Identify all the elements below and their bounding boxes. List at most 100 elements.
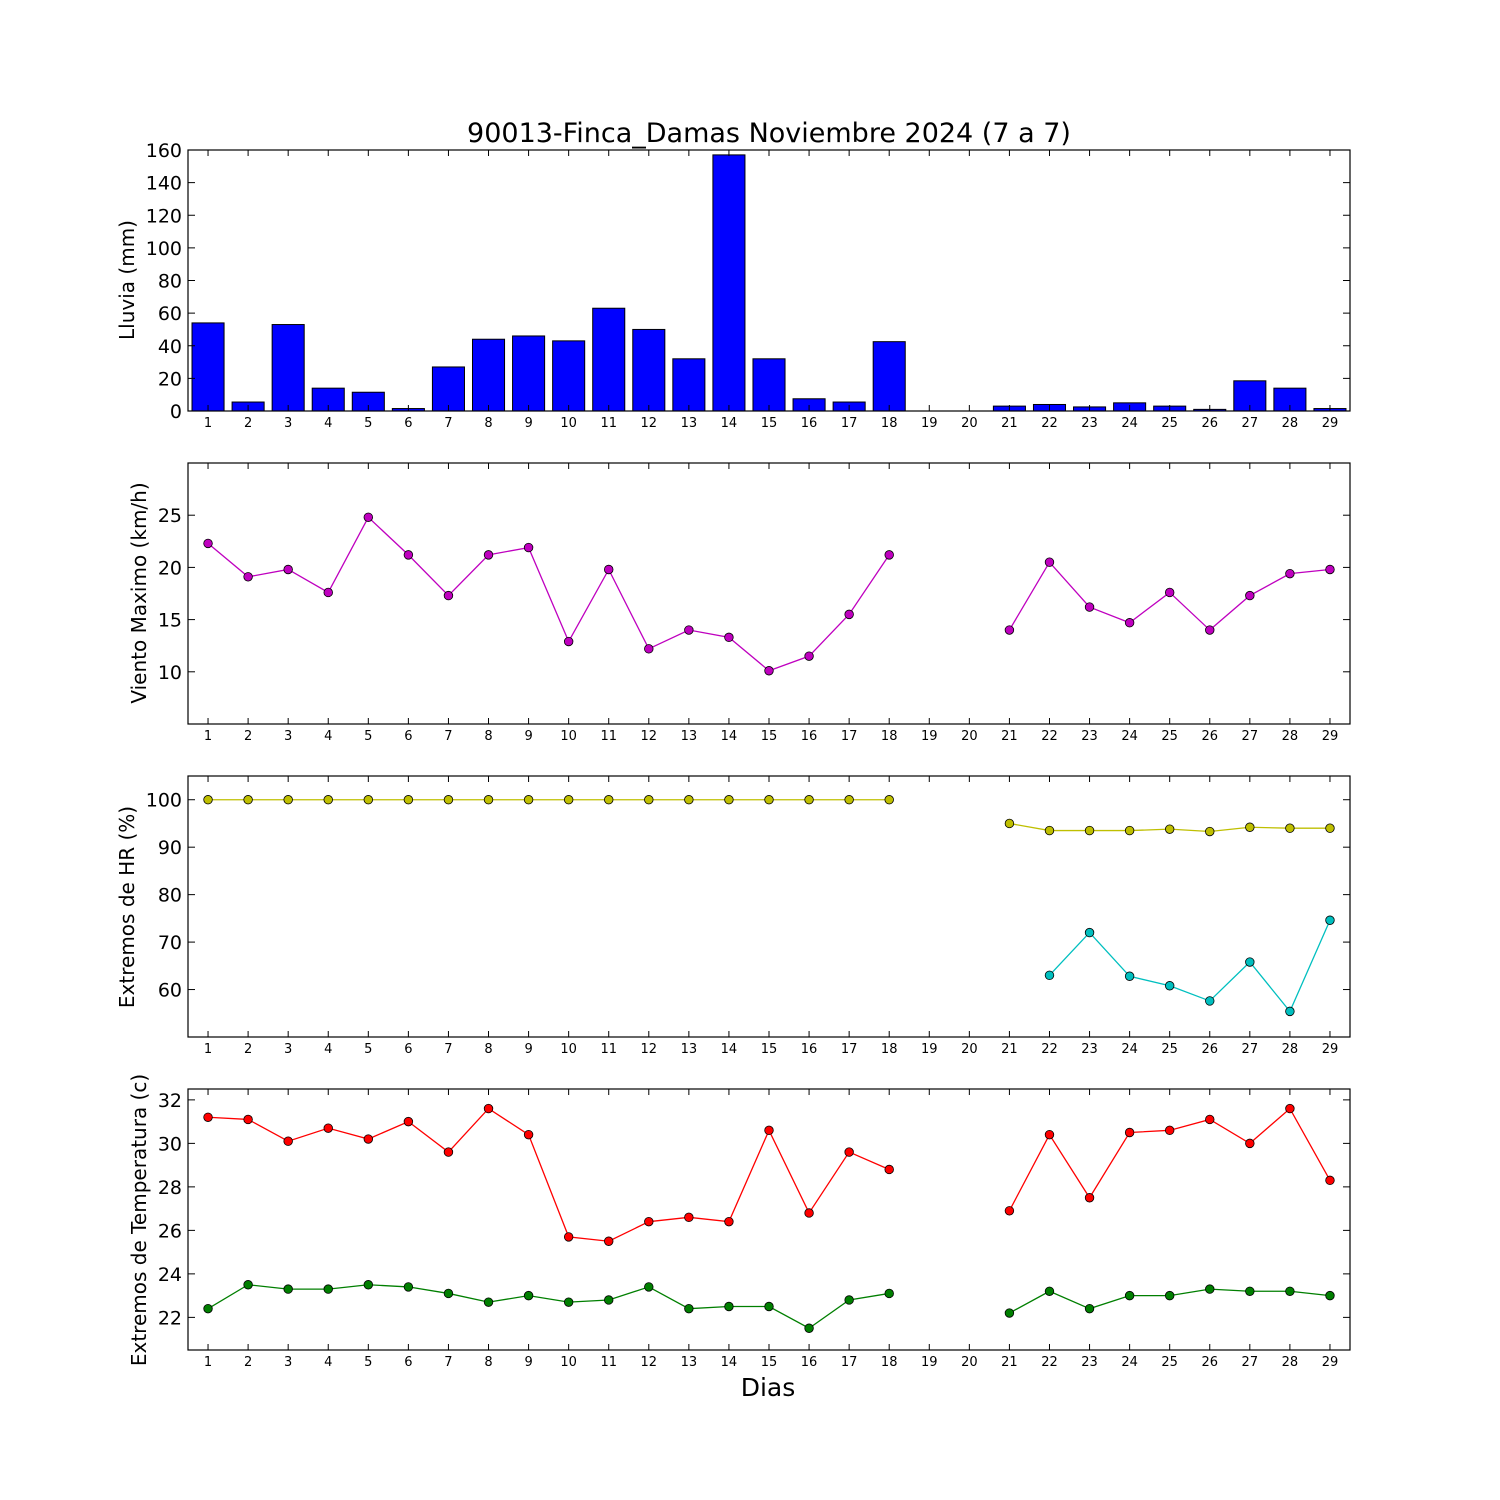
temperature-series-1-point-21 <box>1004 1206 1015 1216</box>
temperature-xtick-label-17: 17 <box>841 1355 858 1370</box>
wind-series-1-point-21 <box>1004 625 1015 635</box>
wind-series-1-point-28 <box>1285 568 1295 579</box>
humidity-xtick-label-12: 12 <box>641 1042 658 1057</box>
wind-series-1-point-9 <box>523 542 534 553</box>
temperature-series-1-point-29 <box>1325 1175 1335 1186</box>
temperature-xtick-label-26: 26 <box>1201 1355 1218 1370</box>
humidity-ytick-label-90: 90 <box>158 837 182 859</box>
humidity-series-2-point-28 <box>1285 1006 1295 1017</box>
temperature-xtick-label-12: 12 <box>641 1355 658 1370</box>
temperature-series-1-point-28 <box>1285 1103 1295 1114</box>
wind-series-1-point-25 <box>1164 587 1175 598</box>
temperature-series-1-point-15 <box>764 1125 774 1136</box>
temperature-xtick-label-6: 6 <box>404 1355 412 1370</box>
wind-series-1-point-11 <box>604 564 614 575</box>
temperature-xtick-label-20: 20 <box>961 1355 978 1370</box>
rain-bar-3 <box>271 324 305 412</box>
temperature-series-2-point-27 <box>1245 1286 1255 1296</box>
temperature-series-1-point-27 <box>1245 1138 1255 1149</box>
humidity-xtick-label-25: 25 <box>1161 1042 1178 1057</box>
wind-xtick-label-3: 3 <box>284 729 292 744</box>
wind-xtick-label-5: 5 <box>364 729 372 744</box>
humidity-series-1-point-3 <box>283 795 293 805</box>
x-axis-label: Dias <box>741 1373 796 1402</box>
temperature-series-1-point-12 <box>644 1216 654 1227</box>
rain-bar-11 <box>592 307 626 412</box>
rain-xtick-label-23: 23 <box>1081 416 1098 431</box>
temperature-ytick-label-24: 24 <box>158 1264 182 1286</box>
wind-series-1-point-2 <box>243 572 253 582</box>
temperature-series-2-point-7 <box>443 1288 454 1299</box>
temperature-series-2-point-15 <box>764 1301 774 1312</box>
rain-xtick-label-28: 28 <box>1282 416 1299 431</box>
temperature-xtick-label-24: 24 <box>1121 1355 1138 1370</box>
wind-xtick-label-18: 18 <box>881 729 898 744</box>
wind-series-1-point-7 <box>443 590 454 601</box>
rain-xtick-label-26: 26 <box>1201 416 1218 431</box>
temperature-panel: 1 2 3 4 5 6 7 8 9 10 11 12 13 14 15 16 17 18 19 20 21 22 23 24 2… <box>158 1088 1351 1370</box>
humidity-xtick-label-18: 18 <box>881 1042 898 1057</box>
temperature-series-1-point-17 <box>844 1147 854 1157</box>
humidity-xtick-label-23: 23 <box>1081 1042 1098 1057</box>
temperature-series-2-point-21 <box>1004 1308 1015 1318</box>
rain-bar-9 <box>512 335 546 412</box>
wind-xtick-label-14: 14 <box>721 729 738 744</box>
wind-xtick-label-28: 28 <box>1282 729 1299 744</box>
y-axis-label-humidity: Extremos de HR (%) <box>115 806 139 1008</box>
temperature-series-1-point-10 <box>563 1232 574 1242</box>
wind-xtick-label-9: 9 <box>524 729 532 744</box>
wind-xtick-label-8: 8 <box>484 729 492 744</box>
wind-series-1-point-24 <box>1124 618 1135 628</box>
y-axis-label-temperature: Extremos de Temperatura (c) <box>127 1074 151 1366</box>
wind-series-1-point-17 <box>844 609 854 620</box>
wind-xtick-label-17: 17 <box>841 729 858 744</box>
humidity-xtick-label-6: 6 <box>404 1042 412 1057</box>
rain-xtick-label-22: 22 <box>1041 416 1058 431</box>
humidity-ytick-label-70: 70 <box>158 932 182 954</box>
wind-series-1-point-26 <box>1205 625 1215 635</box>
rain-ytick-label-40: 40 <box>158 336 182 358</box>
rain-xtick-label-14: 14 <box>721 416 738 431</box>
humidity-series-2-point-23 <box>1084 927 1095 938</box>
temperature-xtick-label-7: 7 <box>444 1355 452 1370</box>
rain-xtick-label-11: 11 <box>600 416 617 431</box>
humidity-series-1-point-29 <box>1325 823 1335 833</box>
temperature-series-1-point-16 <box>804 1208 814 1218</box>
humidity-series-1-point-1 <box>203 795 213 805</box>
rain-xtick-label-15: 15 <box>761 416 778 431</box>
humidity-xtick-label-10: 10 <box>560 1042 577 1057</box>
wind-xtick-label-4: 4 <box>324 729 332 744</box>
temperature-series-2-point-2 <box>243 1280 253 1290</box>
rain-xtick-label-3: 3 <box>284 416 292 431</box>
wind-xtick-label-1: 1 <box>204 729 212 744</box>
humidity-series-1-point-8 <box>483 795 494 805</box>
humidity-xtick-label-22: 22 <box>1041 1042 1058 1057</box>
humidity-series-1-point-17 <box>844 795 854 805</box>
temperature-xtick-label-16: 16 <box>801 1355 818 1370</box>
temperature-series-2-point-22 <box>1044 1286 1055 1296</box>
wind-xtick-label-29: 29 <box>1322 729 1339 744</box>
humidity-xtick-label-4: 4 <box>324 1042 332 1057</box>
wind-xtick-label-27: 27 <box>1242 729 1259 744</box>
humidity-series-2-point-24 <box>1124 971 1135 981</box>
wind-xtick-label-20: 20 <box>961 729 978 744</box>
rain-bar-13 <box>672 358 706 412</box>
temperature-series-2-point-1 <box>203 1303 213 1314</box>
temperature-series-1-point-18 <box>884 1164 894 1175</box>
temperature-xtick-label-19: 19 <box>921 1355 938 1370</box>
temperature-series-2-point-26 <box>1205 1284 1215 1294</box>
humidity-xtick-label-14: 14 <box>721 1042 738 1057</box>
temperature-ytick-label-32: 32 <box>158 1090 182 1112</box>
temperature-xtick-label-27: 27 <box>1242 1355 1259 1370</box>
humidity-xtick-label-20: 20 <box>961 1042 978 1057</box>
wind-xtick-label-15: 15 <box>761 729 778 744</box>
temperature-xtick-label-22: 22 <box>1041 1355 1058 1370</box>
wind-series-1-point-27 <box>1245 590 1255 601</box>
temperature-ytick-label-22: 22 <box>158 1307 182 1329</box>
rain-xtick-label-24: 24 <box>1121 416 1138 431</box>
humidity-series-1-point-5 <box>363 795 374 805</box>
rain-ytick-label-140: 140 <box>146 173 182 195</box>
humidity-series-1-point-14 <box>724 795 734 805</box>
humidity-series-1-point-13 <box>684 795 694 805</box>
